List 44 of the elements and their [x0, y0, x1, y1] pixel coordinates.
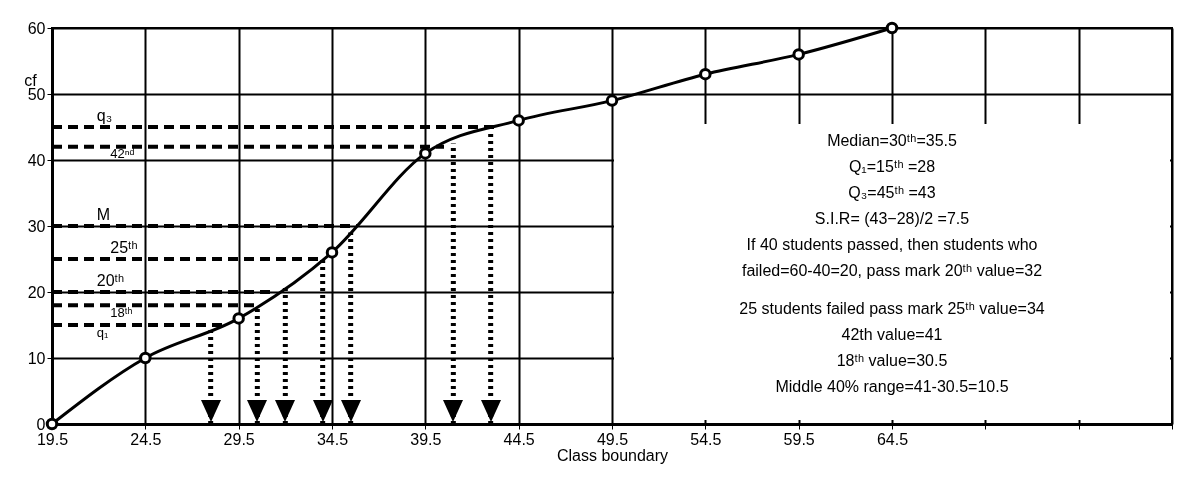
ref-line-label: 20ᵗʰ — [96, 272, 125, 289]
y-tick-label: 40 — [27, 151, 46, 169]
annotation: Q₁=15ᵗʰ =28 — [847, 157, 937, 177]
point — [139, 351, 152, 365]
point — [232, 312, 245, 325]
point — [45, 417, 59, 431]
x-tick-label: 54.5 — [690, 430, 722, 448]
y-tick-label: 60 — [27, 19, 46, 37]
point — [699, 67, 712, 81]
x-tick-label: 44.5 — [503, 430, 535, 448]
x-axis-title: Class boundary — [556, 446, 669, 464]
y-tick-label: 10 — [27, 349, 46, 367]
annotation: Middle 40% range=41-30.5=10.5 — [774, 377, 1010, 397]
point — [792, 48, 805, 61]
ref-line-label: 42ⁿᵈ — [110, 146, 135, 162]
point — [419, 147, 432, 160]
x-tick-label: 29.5 — [223, 430, 255, 448]
y-tick-label: 30 — [27, 217, 46, 235]
annotation: S.I.R= (43−28)/2 =7.5 — [813, 209, 971, 229]
annotation: Median=30ᵗʰ=35.5 — [826, 131, 958, 151]
x-tick-label: 24.5 — [130, 430, 162, 448]
annotation: Q₃=45ᵗʰ =43 — [847, 183, 937, 203]
ref-line-label: q₃ — [96, 107, 113, 124]
x-tick-label: 19.5 — [36, 430, 69, 448]
annotation: 42th value=41 — [840, 325, 944, 345]
x-tick-label: 64.5 — [876, 430, 909, 448]
annotation: 18ᵗʰ value=30.5 — [835, 351, 949, 371]
point — [512, 114, 525, 127]
annotation: If 40 students passed, then students who — [745, 235, 1039, 255]
ref-line-label: 25ᵗʰ — [110, 239, 138, 256]
ref-line-label: 18ᵗʰ — [110, 304, 133, 320]
x-tick-label: 59.5 — [783, 430, 815, 448]
x-tick-label: 39.5 — [410, 430, 442, 448]
annotation: 25 students failed pass mark 25ᵗʰ value=34 — [738, 299, 1046, 319]
point — [605, 94, 619, 107]
x-tick-label: 49.5 — [596, 430, 629, 448]
point — [325, 246, 339, 259]
ref-line-label: M — [96, 206, 111, 223]
y-tick-label: 0 — [36, 415, 46, 433]
y-tick-label: 20 — [27, 283, 46, 301]
annotation: failed=60-40=20, pass mark 20ᵗʰ value=32 — [740, 261, 1044, 281]
ref-line-label: q₁ — [96, 324, 110, 340]
point — [885, 21, 899, 35]
x-tick-label: 34.5 — [316, 430, 349, 448]
